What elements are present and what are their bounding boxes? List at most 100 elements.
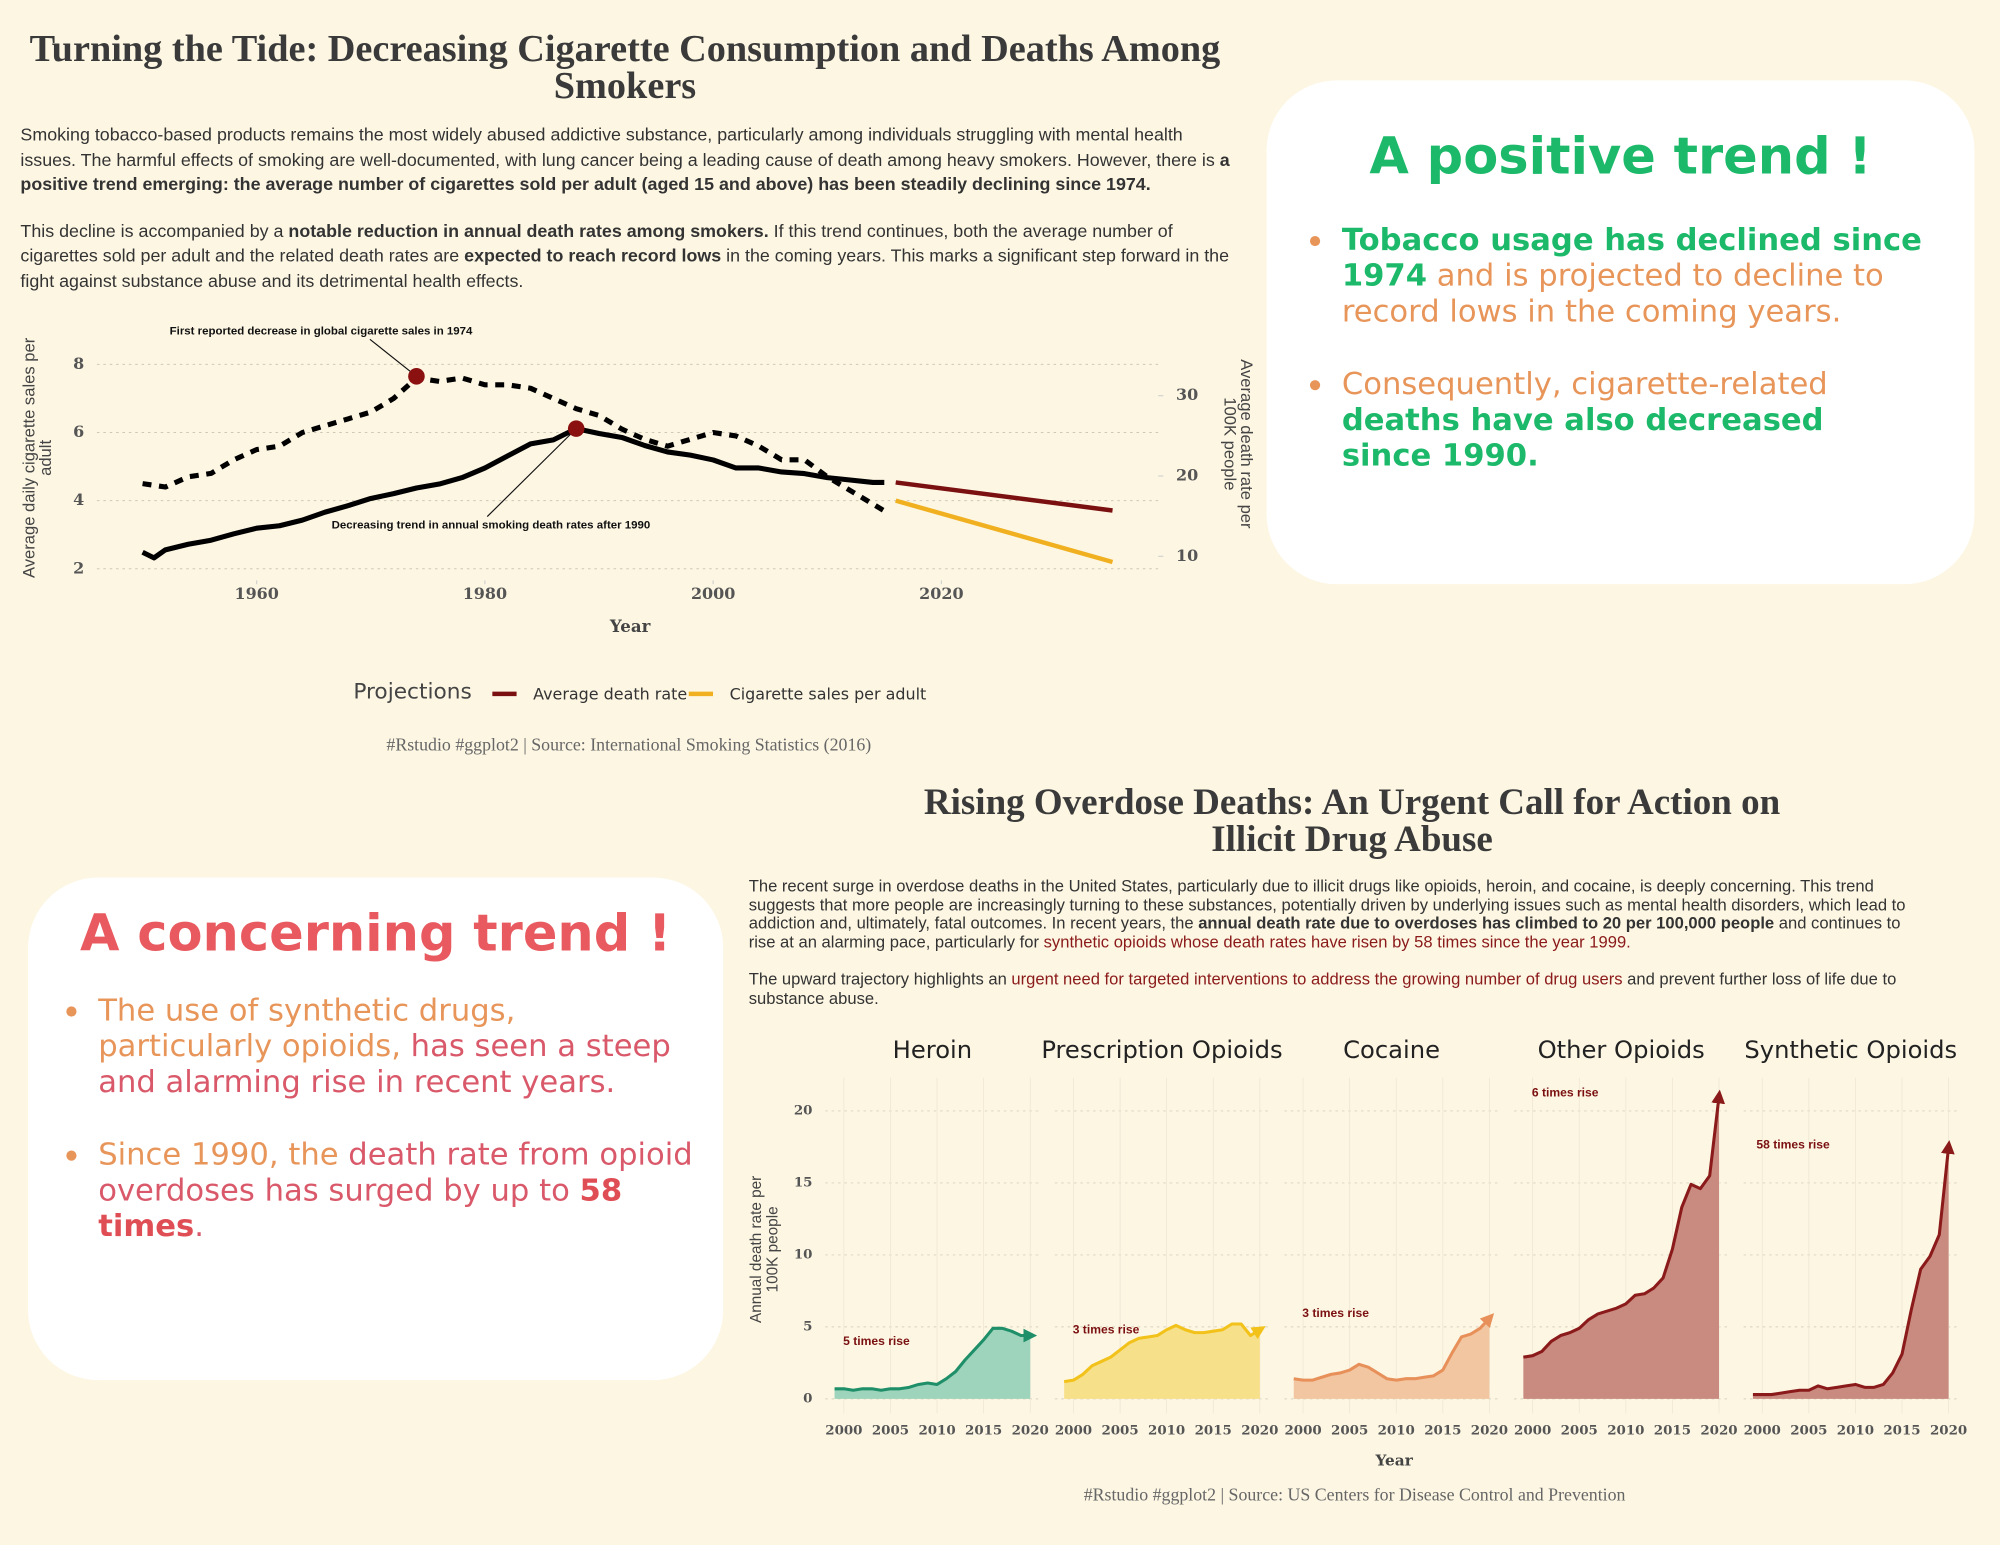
x-tick-label: 2010	[1837, 1423, 1874, 1439]
annotation-point	[408, 368, 425, 385]
line	[1752, 1140, 1955, 1397]
text-run: This decline is accompanied by a	[20, 220, 289, 241]
x-tick-label: 2000	[691, 584, 735, 603]
x-axis-label: Year	[1374, 1452, 1413, 1470]
bullet: Tobacco usage has declined since 1974 an…	[1309, 222, 1922, 330]
x-tick-label: 2010	[1378, 1423, 1415, 1439]
y-tick-label: 4	[73, 490, 84, 509]
annotation: 6 times rise	[1532, 1085, 1599, 1099]
text-run: .	[194, 1207, 204, 1244]
card: A concerning trend ! The use of syntheti…	[28, 877, 724, 1381]
paragraph: Smoking tobacco-based products remains t…	[20, 122, 1232, 197]
annotation: 58 times rise	[1756, 1138, 1830, 1152]
legend-label: Cigarette sales per adult	[730, 685, 927, 704]
text-run: The use of synthetic drugs, particularly…	[98, 992, 516, 1064]
section-title: Rising Overdose Deaths: An Urgent Call f…	[923, 781, 1781, 860]
text-run: Since 1990, the	[98, 1136, 349, 1173]
y-tick-label: 20	[794, 1102, 813, 1118]
line	[1063, 1322, 1266, 1384]
text-run: expected to reach record lows	[464, 244, 722, 266]
x-tick-label: 2005	[1101, 1423, 1138, 1439]
x-tick-label: 2010	[1607, 1423, 1644, 1439]
text-run: The recent surge in overdose deaths in t…	[748, 876, 1906, 933]
line	[1523, 1089, 1726, 1359]
text-run: Smoking tobacco-based products remains t…	[20, 123, 1220, 170]
text-run: urgent need for targeted interventions t…	[1011, 969, 1623, 989]
text-run: If this trend continues, both the averag…	[20, 220, 1173, 266]
annotation: 5 times rise	[843, 1334, 910, 1348]
y-tick-label: 6	[73, 422, 84, 441]
y-axis-label: Annual death rate per 100K people	[746, 1175, 781, 1323]
x-tick-label: 2015	[1195, 1423, 1232, 1439]
card-title: A concerning trend !	[79, 904, 672, 964]
x-tick-label: 2015	[1654, 1423, 1691, 1439]
x-tick-label: 2000	[1284, 1423, 1321, 1439]
facet-title: Cocaine	[1343, 1036, 1440, 1064]
bullet: The use of synthetic drugs, particularly…	[66, 992, 697, 1100]
section-title: Turning the Tide: Decreasing Cigarette C…	[29, 28, 1221, 108]
line	[141, 426, 885, 561]
y-tick-label: 15	[794, 1174, 813, 1190]
card: A positive trend ! Tobacco usage has dec…	[1266, 80, 1975, 585]
caption: #Rstudio #ggplot2 | Source: Internationa…	[386, 734, 871, 755]
y-tick-label: 0	[803, 1390, 812, 1406]
x-tick-label: 2010	[918, 1423, 955, 1439]
x-tick-label: 2020	[1700, 1423, 1737, 1439]
facet-title: Prescription Opioids	[1041, 1036, 1282, 1064]
annotation-connector	[486, 428, 577, 517]
bullet: Consequently, cigarette-related deaths h…	[1309, 366, 1922, 473]
x-tick-label: 2000	[1744, 1423, 1781, 1439]
card-bullets: Tobacco usage has declined since 1974 an…	[1309, 222, 1922, 510]
text-run: and continues to rise at an alarming pac…	[748, 913, 1901, 952]
line	[895, 498, 1114, 565]
y-tick-label: 10	[794, 1246, 813, 1262]
area	[1293, 1318, 1490, 1399]
line	[895, 480, 1113, 513]
paragraph: The recent surge in overdose deaths in t…	[748, 876, 1920, 952]
x-tick-label: 2000	[825, 1423, 862, 1439]
x-tick-label: 2005	[1331, 1423, 1368, 1439]
text-run: and is projected to decline to record lo…	[1341, 257, 1884, 330]
text-run: death rate from opioid overdoses has sur…	[98, 1136, 693, 1208]
y2-axis-label: Average death rate per 100K people	[1220, 359, 1257, 529]
text-run: Consequently, cigarette-related	[1341, 366, 1828, 402]
line	[834, 1326, 1038, 1392]
annotation-connector	[369, 338, 417, 377]
x-tick-label: 2005	[1561, 1423, 1598, 1439]
line	[142, 375, 886, 514]
x-tick-label: 2005	[1790, 1423, 1827, 1439]
y-axis-label: Average daily cigarette sales per adult	[19, 337, 55, 579]
text-run: 58 times	[98, 1172, 623, 1244]
x-tick-label: 2010	[1148, 1423, 1185, 1439]
x-tick-label: 2020	[1012, 1423, 1049, 1439]
x-tick-label: 2015	[1424, 1423, 1461, 1439]
section-text: Smoking tobacco-based products remains t…	[20, 122, 1232, 293]
x-tick-label: 2020	[1471, 1423, 1508, 1439]
text-run: and prevent further loss of life due to …	[748, 969, 1897, 1008]
text-run: has seen a steep and alarming rise in re…	[98, 1028, 671, 1100]
x-tick-label: 2015	[965, 1423, 1002, 1439]
y2-tick-label: 30	[1176, 385, 1198, 404]
legend-label: Average death rate	[533, 685, 687, 704]
text-run: a positive trend emerging: the average n…	[20, 148, 1230, 194]
area	[1523, 1096, 1720, 1399]
x-tick-label: 2005	[872, 1423, 909, 1439]
x-tick-label: 2000	[1514, 1423, 1551, 1439]
annotation-point	[567, 420, 585, 437]
card-bullets: The use of synthetic drugs, particularly…	[66, 992, 697, 1280]
facet-title: Other Opioids	[1538, 1036, 1705, 1064]
annotation: 3 times rise	[1073, 1323, 1140, 1337]
area	[1752, 1146, 1949, 1399]
caption: #Rstudio #ggplot2 | Source: US Centers f…	[1084, 1484, 1626, 1504]
paragraph: The upward trajectory highlights an urge…	[748, 969, 1920, 1008]
section-text: The recent surge in overdose deaths in t…	[748, 876, 1920, 1009]
text-run: in the coming years. This marks a signif…	[20, 244, 1230, 291]
annotation: First reported decrease in global cigare…	[170, 326, 473, 338]
legend-title: Projections	[353, 680, 471, 705]
area	[1064, 1324, 1260, 1399]
x-tick-label: 2020	[1930, 1423, 1967, 1439]
bullet: Since 1990, the death rate from opioid o…	[66, 1136, 697, 1244]
y-tick-label: 2	[73, 558, 84, 577]
